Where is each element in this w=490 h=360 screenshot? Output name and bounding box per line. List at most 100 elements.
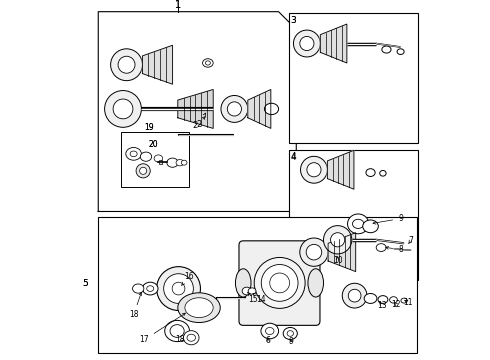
Ellipse shape: [347, 214, 369, 234]
Ellipse shape: [265, 103, 279, 114]
Bar: [289, 150, 418, 280]
Circle shape: [105, 91, 142, 127]
Polygon shape: [98, 12, 296, 211]
Ellipse shape: [378, 296, 388, 303]
Ellipse shape: [352, 219, 364, 229]
Ellipse shape: [140, 152, 151, 161]
Circle shape: [164, 274, 194, 303]
Ellipse shape: [185, 298, 213, 318]
Circle shape: [227, 102, 242, 116]
Ellipse shape: [390, 297, 397, 303]
Ellipse shape: [167, 158, 178, 167]
Polygon shape: [328, 233, 356, 271]
Ellipse shape: [397, 49, 404, 54]
Ellipse shape: [147, 286, 154, 291]
Circle shape: [221, 95, 248, 122]
Ellipse shape: [366, 169, 375, 176]
Ellipse shape: [205, 61, 210, 65]
Text: 11: 11: [404, 298, 413, 307]
Text: 6: 6: [266, 336, 270, 345]
Ellipse shape: [181, 160, 187, 165]
Polygon shape: [327, 150, 354, 189]
Ellipse shape: [363, 220, 378, 233]
Polygon shape: [178, 90, 213, 129]
Text: 5: 5: [82, 279, 88, 288]
Ellipse shape: [382, 46, 391, 53]
Ellipse shape: [130, 151, 137, 157]
Circle shape: [331, 233, 345, 247]
Ellipse shape: [401, 298, 407, 303]
Text: 5: 5: [82, 279, 88, 288]
Ellipse shape: [143, 282, 158, 295]
Ellipse shape: [364, 293, 377, 303]
Text: 17: 17: [140, 313, 185, 345]
Ellipse shape: [170, 325, 184, 337]
Circle shape: [261, 265, 298, 301]
Text: 4: 4: [290, 153, 296, 162]
Ellipse shape: [126, 148, 142, 160]
Ellipse shape: [236, 269, 251, 297]
Text: 18: 18: [175, 336, 185, 345]
Text: 19: 19: [144, 123, 154, 132]
Text: 2: 2: [193, 117, 205, 130]
Text: 14: 14: [253, 293, 266, 305]
Circle shape: [270, 273, 290, 293]
Text: 13: 13: [377, 301, 387, 310]
Text: 4: 4: [290, 152, 296, 161]
Circle shape: [118, 56, 135, 73]
Circle shape: [323, 226, 352, 254]
Polygon shape: [143, 45, 172, 84]
Text: 20: 20: [148, 140, 158, 149]
Text: 3: 3: [290, 16, 296, 25]
Ellipse shape: [266, 328, 274, 334]
Ellipse shape: [178, 293, 220, 323]
Ellipse shape: [376, 244, 386, 251]
Text: 7: 7: [408, 236, 413, 245]
Text: 20: 20: [148, 140, 158, 149]
Text: 10: 10: [333, 256, 343, 265]
Ellipse shape: [183, 330, 199, 345]
Ellipse shape: [242, 287, 251, 295]
Circle shape: [300, 238, 328, 266]
Text: 12: 12: [392, 300, 401, 309]
Text: 19: 19: [144, 123, 154, 132]
Circle shape: [111, 49, 143, 81]
Text: 1: 1: [175, 0, 181, 10]
Ellipse shape: [176, 159, 184, 166]
Text: 2: 2: [196, 113, 206, 129]
Circle shape: [307, 163, 321, 177]
Text: 3: 3: [290, 16, 296, 25]
Text: 8: 8: [386, 245, 403, 254]
Polygon shape: [248, 90, 271, 129]
Text: 1: 1: [175, 0, 181, 10]
Circle shape: [140, 167, 147, 174]
Ellipse shape: [202, 59, 213, 67]
Circle shape: [306, 244, 322, 260]
Ellipse shape: [133, 284, 144, 293]
Ellipse shape: [165, 320, 190, 342]
Ellipse shape: [380, 171, 386, 176]
Ellipse shape: [287, 330, 294, 336]
Ellipse shape: [283, 328, 297, 339]
Bar: [289, 13, 418, 143]
FancyBboxPatch shape: [239, 241, 320, 325]
Circle shape: [300, 36, 314, 51]
Bar: [98, 217, 416, 353]
Ellipse shape: [154, 155, 163, 162]
Circle shape: [157, 267, 200, 310]
Circle shape: [254, 257, 305, 309]
Text: 9: 9: [373, 214, 403, 224]
Text: 9: 9: [289, 337, 294, 346]
Circle shape: [172, 282, 185, 295]
Ellipse shape: [261, 323, 279, 339]
Bar: [159, 160, 162, 164]
Polygon shape: [320, 24, 347, 63]
Ellipse shape: [187, 334, 196, 341]
Ellipse shape: [248, 288, 256, 294]
Circle shape: [113, 99, 133, 119]
Circle shape: [294, 30, 320, 57]
Bar: [121, 132, 190, 187]
Text: 18: 18: [129, 293, 142, 319]
Ellipse shape: [308, 269, 323, 297]
Circle shape: [348, 289, 361, 302]
